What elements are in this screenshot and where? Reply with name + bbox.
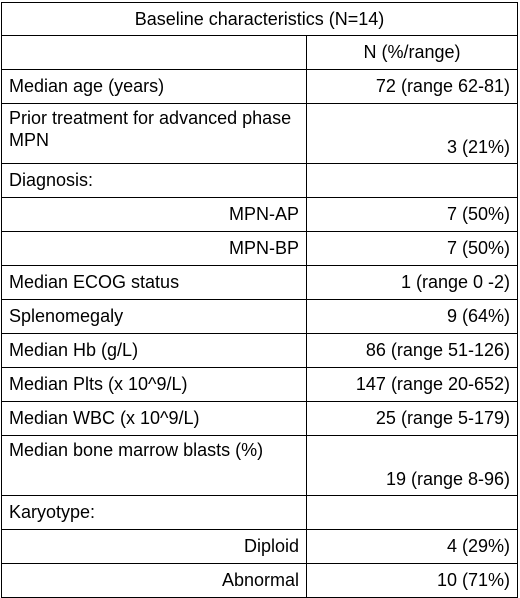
header-value-cell: N (%/range) <box>305 35 519 70</box>
row-value: 7 (50%) <box>305 231 519 266</box>
row-value: 1 (range 0 -2) <box>305 265 519 300</box>
table-row: Median age (years) 72 (range 62-81) <box>1 69 519 104</box>
table-row: Prior treatment for advanced phase MPN 3… <box>1 103 519 164</box>
table-header-row: N (%/range) <box>1 35 519 70</box>
row-label: Splenomegaly <box>1 299 307 334</box>
table-row: Karyotype: <box>1 495 519 530</box>
row-value: 25 (range 5-179) <box>305 401 519 436</box>
table-row: Splenomegaly 9 (64%) <box>1 299 519 334</box>
row-label: Median bone marrow blasts (%) <box>1 435 307 496</box>
row-value <box>305 163 519 198</box>
row-value: 9 (64%) <box>305 299 519 334</box>
table-row: MPN-AP 7 (50%) <box>1 197 519 232</box>
row-label: Median age (years) <box>1 69 307 104</box>
row-label: Median Hb (g/L) <box>1 333 307 368</box>
row-label: Karyotype: <box>1 495 307 530</box>
table-row: MPN-BP 7 (50%) <box>1 231 519 266</box>
row-label: Median WBC (x 10^9/L) <box>1 401 307 436</box>
row-value: 7 (50%) <box>305 197 519 232</box>
row-value: 3 (21%) <box>305 103 519 164</box>
table-row: Diploid 4 (29%) <box>1 529 519 564</box>
table-row: Median Hb (g/L) 86 (range 51-126) <box>1 333 519 368</box>
row-label: MPN-BP <box>1 231 307 266</box>
table-row: Median ECOG status 1 (range 0 -2) <box>1 265 519 300</box>
row-value: 19 (range 8-96) <box>305 435 519 496</box>
header-label-cell <box>1 35 307 70</box>
row-label: Diagnosis: <box>1 163 307 198</box>
row-value: 4 (29%) <box>305 529 519 564</box>
row-value: 86 (range 51-126) <box>305 333 519 368</box>
row-label: Prior treatment for advanced phase MPN <box>1 103 307 164</box>
row-value: 147 (range 20-652) <box>305 367 519 402</box>
table-row: Median Plts (x 10^9/L) 147 (range 20-652… <box>1 367 519 402</box>
table-row: Abnormal 10 (71%) <box>1 563 519 598</box>
row-label: Abnormal <box>1 563 307 598</box>
row-value: 72 (range 62-81) <box>305 69 519 104</box>
row-value: 10 (71%) <box>305 563 519 598</box>
row-label: Median ECOG status <box>1 265 307 300</box>
table-title: Baseline characteristics (N=14) <box>0 2 519 36</box>
row-label: Diploid <box>1 529 307 564</box>
table-row: Median bone marrow blasts (%) 19 (range … <box>1 435 519 496</box>
row-label: Median Plts (x 10^9/L) <box>1 367 307 402</box>
table-row: Diagnosis: <box>1 163 519 198</box>
table-title-row: Baseline characteristics (N=14) <box>0 2 519 36</box>
row-label: MPN-AP <box>1 197 307 232</box>
table-row: Median WBC (x 10^9/L) 25 (range 5-179) <box>1 401 519 436</box>
row-value <box>305 495 519 530</box>
